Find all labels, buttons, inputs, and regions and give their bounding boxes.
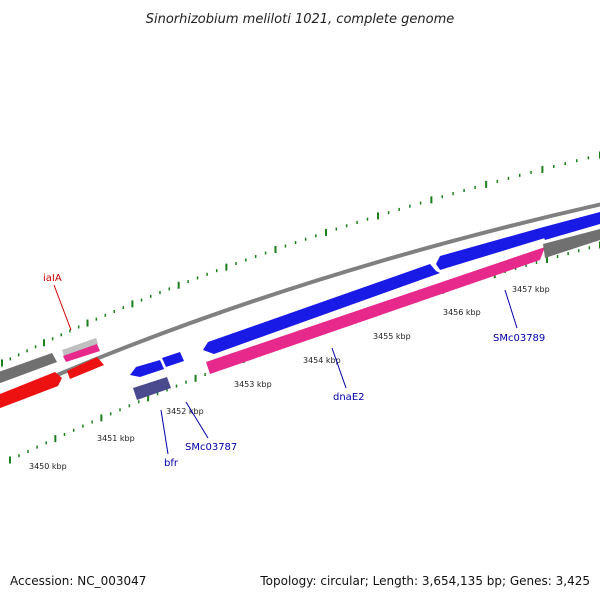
- gene-feature-ialA[interactable]: [63, 344, 100, 362]
- gene-feature-red-2[interactable]: [67, 357, 104, 379]
- scale-label: 3453 kbp: [234, 380, 272, 389]
- accession-text: Accession: NC_003047: [10, 574, 147, 588]
- gene-label-ialA[interactable]: iaIA: [43, 273, 62, 284]
- genome-backbone: [0, 202, 600, 403]
- gene-feature-bfr-upper[interactable]: [130, 360, 164, 377]
- map-title: Sinorhizobium meliloti 1021, complete ge…: [146, 12, 455, 27]
- gene-label-leaders: [53, 284, 518, 455]
- scale-labels: 3450 kbp 3451 kbp 3452 kbp 3453 kbp 3454…: [29, 285, 550, 471]
- scale-label: 3450 kbp: [29, 462, 67, 471]
- outer-tick-row: [1, 151, 600, 367]
- gene-label-SMc03787[interactable]: SMc03787: [185, 442, 237, 453]
- gene-feature-red-1[interactable]: [0, 372, 62, 410]
- gene-feature-ialA-top[interactable]: [62, 338, 98, 356]
- gene-feature-dnaE2-forward[interactable]: [203, 264, 440, 354]
- gene-feature-SMc03789-forward[interactable]: [436, 228, 545, 270]
- genome-stats-text: Topology: circular; Length: 3,654,135 bp…: [260, 574, 590, 588]
- gene-feature-SMc03787[interactable]: [133, 377, 171, 400]
- scale-label: 3455 kbp: [373, 332, 411, 341]
- gene-feature-dnaE2[interactable]: [206, 247, 545, 374]
- gene-labels: iaIA bfr SMc03787 dnaE2 SMc03789: [43, 273, 545, 469]
- scale-label: 3451 kbp: [97, 434, 135, 443]
- gene-label-dnaE2[interactable]: dnaE2: [333, 392, 365, 403]
- scale-label: 3456 kbp: [443, 308, 481, 317]
- gene-feature-grey-reverse[interactable]: [543, 229, 600, 258]
- scale-label: 3452 kbp: [166, 407, 204, 416]
- gene-label-bfr[interactable]: bfr: [164, 458, 179, 469]
- scale-label: 3454 kbp: [303, 356, 341, 365]
- gene-label-SMc03789[interactable]: SMc03789: [493, 333, 545, 344]
- inner-tick-row: [9, 241, 600, 464]
- scale-label: 3457 kbp: [512, 285, 550, 294]
- gene-feature-grey-forward[interactable]: [0, 353, 57, 385]
- gene-feature-blue-right[interactable]: [540, 212, 600, 240]
- gene-feature-small-forward[interactable]: [162, 352, 184, 367]
